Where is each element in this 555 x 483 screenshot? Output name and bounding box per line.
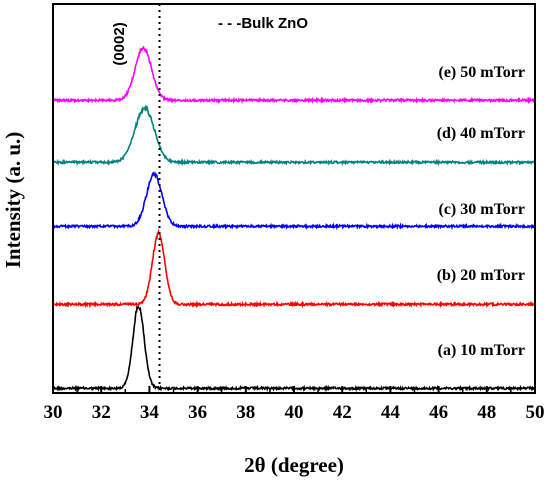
legend-bulk-zno: - - -Bulk ZnO [218,15,308,32]
x-tick-label-42: 42 [333,402,352,423]
series-label-1: (a) 10 mTorr [438,342,525,359]
x-tick-label-38: 38 [236,402,255,423]
x-tick-label-30: 30 [44,402,63,423]
series-trace-4 [53,104,535,167]
series-trace-3 [53,171,535,231]
y-axis-title: Intensity (a. u.) [1,132,25,269]
x-axis-title: 2θ (degree) [244,453,344,477]
x-tick-label-46: 46 [429,402,448,423]
peak-label-0002: (0002) [111,22,128,65]
x-tick-label-50: 50 [526,402,545,423]
series-label-3: (c) 30 mTorr [439,201,526,218]
series-label-2: (b) 20 mTorr [437,267,525,284]
x-tick-label-40: 40 [285,402,304,423]
x-tick-label-48: 48 [477,402,496,423]
x-tick-label-36: 36 [188,402,207,423]
x-tick-label-34: 34 [140,402,160,423]
x-tick-label-44: 44 [381,402,401,423]
x-tick-label-32: 32 [92,402,111,423]
series-label-4: (d) 40 mTorr [437,125,525,142]
series-label-5: (e) 50 mTorr [439,64,526,81]
series-trace-5 [53,45,535,105]
series-trace-2 [53,228,535,309]
